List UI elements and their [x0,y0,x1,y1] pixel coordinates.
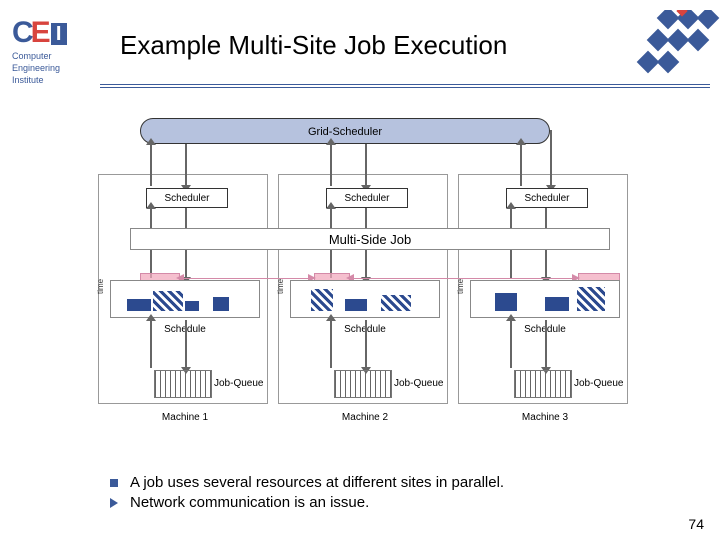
timeline-block [311,289,333,311]
arrow-jq-tl3 [510,320,512,368]
scheduler-3: Scheduler [506,188,588,208]
machine-label-3: Machine 3 [470,412,620,423]
msj-link-12 [180,278,314,279]
arrow-jq-tl1 [150,320,152,368]
timeline-block [345,299,367,311]
timeline-3: time [470,280,620,318]
title-divider [100,84,710,94]
decor-squares [600,10,720,90]
arrow-gs-s1 [185,144,187,186]
timeline-block [545,297,569,311]
arrow-gs-s2 [365,144,367,186]
timeline-block [577,287,605,311]
arrow-s2-gs [330,144,332,186]
time-label-1: time [96,279,105,294]
job-queue-label-1: Job-Queue [214,378,263,389]
multi-side-box: Multi-Side Job [130,228,610,250]
timeline-block [495,293,517,311]
logo-sub1: Computer [12,52,94,62]
timeline-block [213,297,229,311]
timeline-block [381,295,411,311]
arrow-tl-jq2 [365,320,367,368]
arrow-gs-s3 [550,130,552,186]
time-label-2: time [276,279,285,294]
arrow-s3-gs [520,144,522,186]
arrow-tl-jq1 [185,320,187,368]
logo-e: E [31,16,50,50]
time-label-3: time [456,279,465,294]
machine-label-2: Machine 2 [290,412,440,423]
arrow-tl-jq3 [545,320,547,368]
timeline-2: time [290,280,440,318]
page-title: Example Multi-Site Job Execution [120,30,507,61]
diagram: Grid-Scheduler Scheduler Scheduler Sched… [90,110,650,460]
timeline-block [185,301,199,311]
timeline-block [153,291,183,311]
machine-label-1: Machine 1 [110,412,260,423]
arrow-jq-tl2 [330,320,332,368]
page-number: 74 [688,516,704,532]
scheduler-2: Scheduler [326,188,408,208]
bullet-arrow-icon [110,498,118,508]
logo: C E I Computer Engineering Institute [12,16,94,86]
bullet-1: A job uses several resources at differen… [130,473,504,493]
job-queue-label-2: Job-Queue [394,378,443,389]
bullet-square-icon [110,479,118,487]
logo-sub2: Engineering [12,64,94,74]
bullet-2: Network communication is an issue. [130,493,369,513]
scheduler-1: Scheduler [146,188,228,208]
timeline-block [127,299,151,311]
timeline-1: time [110,280,260,318]
job-queue-2 [334,370,392,398]
logo-sub3: Institute [12,76,94,86]
logo-i: I [51,23,67,45]
job-queue-1 [154,370,212,398]
grid-scheduler-box: Grid-Scheduler [140,118,550,144]
job-queue-label-3: Job-Queue [574,378,623,389]
bullet-list: A job uses several resources at differen… [110,473,504,514]
logo-c: C [12,16,33,50]
arrow-s1-gs [150,144,152,186]
job-queue-3 [514,370,572,398]
